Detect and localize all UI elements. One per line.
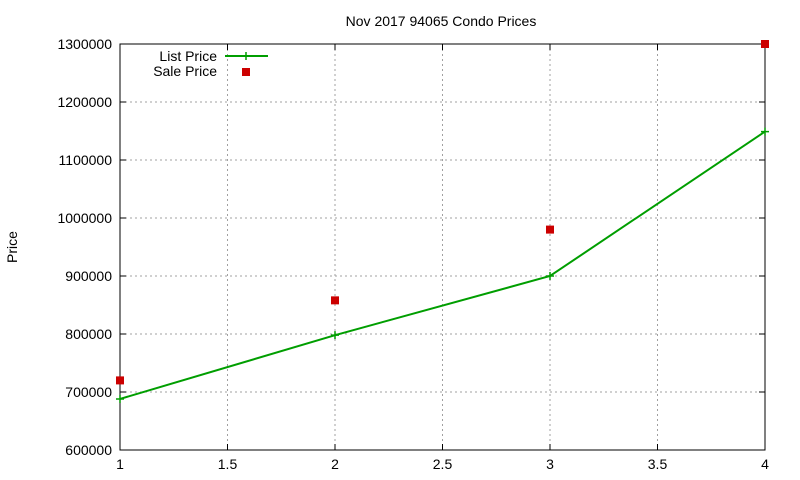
sale-price-point [116,376,124,385]
series-line-list-price [119,130,766,400]
x-tick-label: 2.5 [433,456,453,472]
sale-price-point [761,40,769,48]
x-tick-labels: 1 1.5 2 2.5 3 3.5 4 [116,456,769,472]
legend-entry-sale-price: Sale Price [153,63,250,79]
y-tick-label: 800000 [65,326,112,342]
sale-price-point [331,296,339,305]
y-tick-label: 700000 [65,384,112,400]
y-tick-label: 1100000 [59,152,113,168]
grid-lines [120,44,765,450]
x-tick-label: 4 [761,456,769,472]
list-price-point [331,331,339,340]
legend-marker-sale-price [242,68,250,76]
list-price-point [116,394,124,403]
y-tick-label: 900000 [65,268,112,284]
y-tick-label: 1300000 [57,36,112,52]
x-tick-label: 1 [116,456,124,472]
x-tick-label: 1.5 [218,456,238,472]
legend: List Price Sale Price [153,48,268,79]
sale-price-point [546,225,554,234]
series-layer [116,40,769,403]
legend-marker-list-price [242,52,250,60]
list-price-point [761,127,769,136]
axis-ticks [119,43,766,451]
y-tick-label: 1200000 [57,94,112,110]
legend-label-sale-price: Sale Price [153,63,217,79]
x-tick-label: 3 [546,456,554,472]
x-tick-label: 2 [331,456,339,472]
y-tick-labels: 600000 700000 800000 900000 1000000 1100000 12… [57,36,112,458]
y-tick-label: 1000000 [57,210,112,226]
x-tick-label: 3.5 [648,456,668,472]
y-tick-label: 600000 [65,442,112,458]
chart-title: Nov 2017 94065 Condo Prices [346,13,537,29]
y-axis-label: Price [4,231,20,263]
legend-label-list-price: List Price [159,48,217,64]
list-price-point [546,272,554,280]
legend-entry-list-price: List Price [159,48,268,64]
